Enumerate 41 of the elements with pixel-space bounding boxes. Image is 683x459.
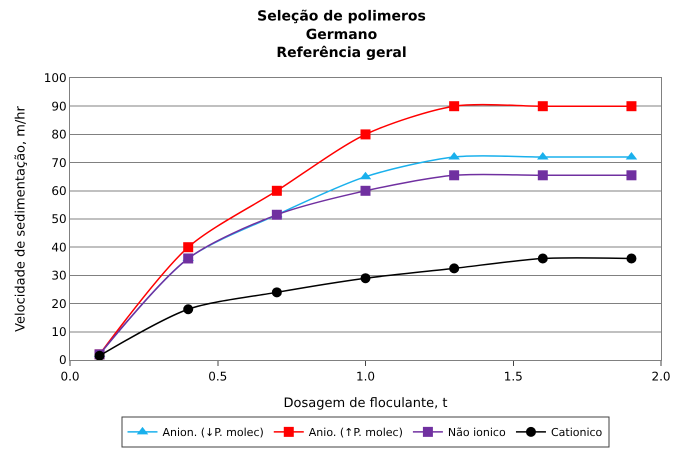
point bbox=[360, 273, 370, 284]
point bbox=[626, 170, 636, 180]
x-tick-label: 1.0 bbox=[356, 369, 376, 384]
point bbox=[272, 186, 282, 196]
legend-label: Anion. (↓P. molec) bbox=[162, 426, 264, 440]
point bbox=[183, 242, 194, 252]
x-tick-label: 1.5 bbox=[504, 369, 523, 384]
point bbox=[626, 101, 636, 112]
point bbox=[360, 186, 370, 196]
legend-label: Cationico bbox=[550, 426, 603, 440]
point bbox=[272, 210, 282, 220]
point bbox=[538, 101, 548, 112]
x-tick-label: 2.0 bbox=[651, 369, 671, 384]
y-tick-label: 10 bbox=[51, 325, 67, 339]
x-axis-title: Dosagem de floculante, t bbox=[284, 396, 448, 411]
point bbox=[183, 253, 194, 264]
point bbox=[538, 170, 548, 180]
y-tick-label: 30 bbox=[51, 268, 67, 283]
y-tick-label: 40 bbox=[51, 240, 67, 254]
y-tick-label: 100 bbox=[44, 71, 67, 86]
point bbox=[538, 253, 548, 264]
point bbox=[449, 263, 460, 274]
y-tick-label: 70 bbox=[51, 156, 67, 170]
point bbox=[360, 129, 370, 140]
point bbox=[449, 101, 460, 112]
y-axis-title: Velocidade de sedimentação, m/hr bbox=[14, 105, 29, 332]
point bbox=[183, 304, 194, 314]
point bbox=[626, 253, 636, 264]
chart-title: Seleção de polimeros Germano Referência geral bbox=[257, 8, 426, 62]
y-tick-label: 90 bbox=[51, 99, 67, 114]
x-tick-label: 0.0 bbox=[60, 369, 80, 384]
y-tick-label: 50 bbox=[51, 212, 67, 226]
y-tick-label: 60 bbox=[51, 184, 67, 198]
y-tick-label: 80 bbox=[51, 128, 67, 142]
legend-label: Não ionico bbox=[448, 426, 506, 440]
point bbox=[272, 287, 282, 298]
y-tick-label: 0 bbox=[58, 353, 67, 368]
y-tick-label: 20 bbox=[51, 296, 67, 311]
x-tick-label: 0.5 bbox=[208, 369, 228, 384]
point bbox=[449, 170, 460, 180]
legend-label: Anio. (↑P. molec) bbox=[308, 426, 403, 440]
